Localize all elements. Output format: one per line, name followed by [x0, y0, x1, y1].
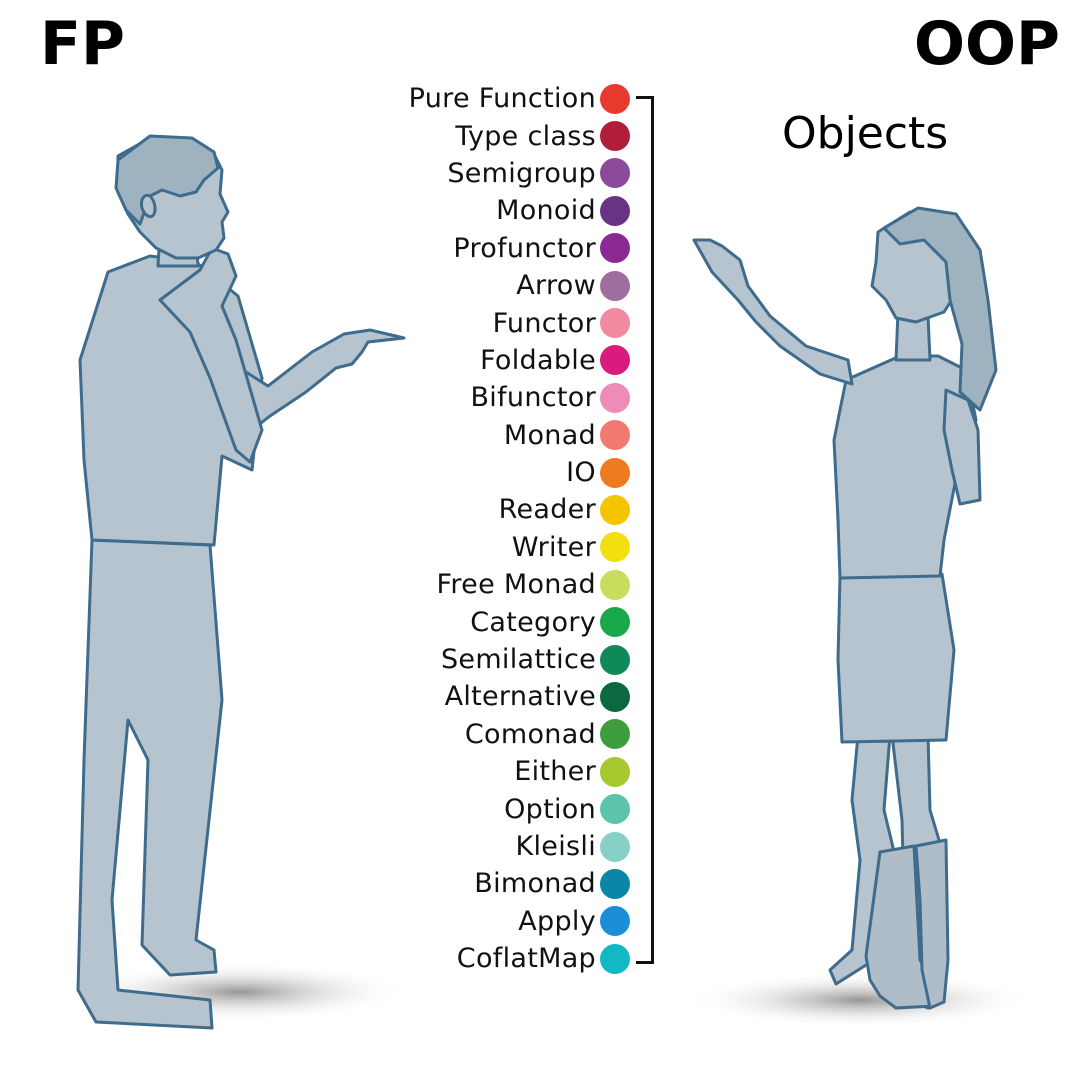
concept-label: Arrow	[516, 270, 596, 302]
concept-item: Option	[330, 790, 630, 827]
concept-item: Arrow	[330, 267, 630, 304]
concept-item: Comonad	[330, 716, 630, 753]
concept-label: Category	[470, 606, 596, 638]
concept-label: Reader	[498, 494, 596, 526]
concept-item: Functor	[330, 304, 630, 341]
concept-color-dot	[600, 569, 630, 600]
concept-color-dot	[600, 457, 630, 488]
concept-item: Pure Function	[330, 80, 630, 117]
concept-label: Type class	[455, 120, 596, 152]
concept-color-dot	[600, 831, 630, 862]
concept-label: Bimonad	[474, 868, 596, 900]
concept-color-dot	[600, 382, 630, 413]
concept-item: Bifunctor	[330, 379, 630, 416]
fp-heading: FP	[40, 9, 125, 79]
woman-shadow	[685, 972, 1035, 1028]
concept-item: IO	[330, 454, 630, 491]
concept-color-dot	[600, 906, 630, 937]
concept-item: Alternative	[330, 678, 630, 715]
concept-color-dot	[600, 494, 630, 525]
concept-bracket	[636, 96, 654, 964]
concept-item: Free Monad	[330, 566, 630, 603]
concept-label: Apply	[518, 905, 596, 937]
concept-color-dot	[600, 121, 630, 152]
concept-color-dot	[600, 868, 630, 899]
concept-label: Either	[514, 756, 596, 788]
man-figure	[76, 134, 406, 1030]
concept-color-dot	[600, 943, 630, 974]
concept-item: Monad	[330, 417, 630, 454]
concept-color-dot	[600, 794, 630, 825]
concept-label: Free Monad	[436, 569, 596, 601]
concept-label: Pure Function	[408, 83, 596, 115]
concept-item: Monoid	[330, 192, 630, 229]
concept-label: Option	[504, 793, 596, 825]
concept-color-dot	[600, 719, 630, 750]
woman-figure	[692, 206, 998, 1010]
concept-color-dot	[600, 681, 630, 712]
concept-label: Foldable	[480, 344, 596, 376]
concept-color-dot	[600, 270, 630, 301]
concept-item: Foldable	[330, 342, 630, 379]
objects-label: Objects	[782, 108, 949, 159]
concept-color-dot	[600, 532, 630, 563]
concept-item: Bimonad	[330, 865, 630, 902]
concept-item: Kleisli	[330, 828, 630, 865]
concept-label: Functor	[492, 307, 596, 339]
concept-label: Alternative	[444, 681, 596, 713]
concept-label: CoflatMap	[456, 943, 596, 975]
concept-label: Kleisli	[515, 831, 596, 862]
concept-item: Reader	[330, 491, 630, 528]
concept-label: Monad	[503, 419, 596, 451]
concept-label: Semilattice	[440, 644, 596, 676]
concept-item: Semilattice	[330, 641, 630, 678]
concept-item: Profunctor	[330, 230, 630, 267]
concept-label: IO	[566, 457, 596, 489]
concept-label: Writer	[511, 531, 596, 563]
concept-color-dot	[600, 607, 630, 638]
concept-color-dot	[600, 195, 630, 226]
concept-color-dot	[600, 345, 630, 376]
concept-item: Either	[330, 753, 630, 790]
concept-label: Profunctor	[453, 232, 596, 264]
concept-label: Bifunctor	[470, 382, 596, 414]
concept-item: Semigroup	[330, 155, 630, 192]
concept-label: Monoid	[496, 195, 596, 227]
concept-label: Semigroup	[447, 157, 596, 189]
concept-color-dot	[600, 644, 630, 675]
concept-item: CoflatMap	[330, 940, 630, 977]
concept-item: Type class	[330, 117, 630, 154]
concept-item: Apply	[330, 903, 630, 940]
concept-item: Writer	[330, 529, 630, 566]
concept-label: Comonad	[464, 718, 596, 750]
concept-item: Category	[330, 603, 630, 640]
concept-color-dot	[600, 756, 630, 787]
concept-color-dot	[600, 158, 630, 189]
concept-color-dot	[600, 308, 630, 339]
fp-concept-list: Pure Function Type class Semigroup Monoid Pr…	[330, 80, 630, 977]
concept-color-dot	[600, 233, 630, 264]
concept-color-dot	[600, 420, 630, 451]
oop-heading: OOP	[914, 9, 1060, 79]
concept-color-dot	[600, 83, 630, 114]
